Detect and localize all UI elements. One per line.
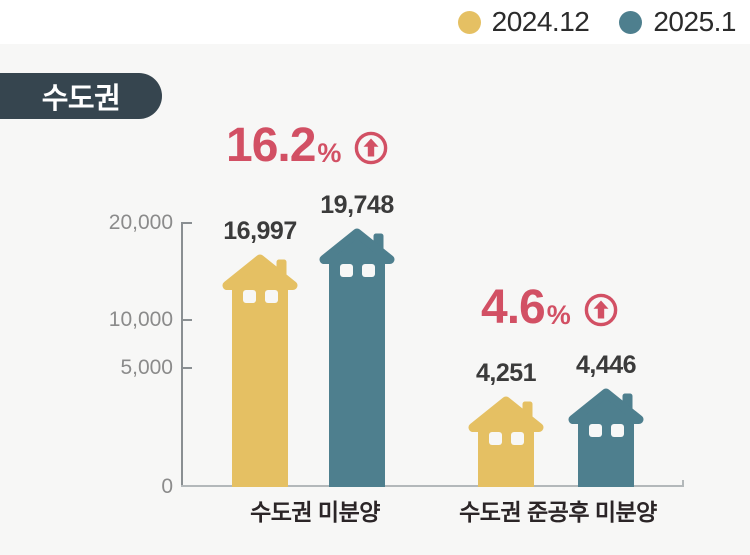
house-window-icon bbox=[588, 424, 602, 437]
y-axis-tick bbox=[183, 367, 192, 369]
house-body bbox=[329, 263, 385, 487]
house-window-icon bbox=[361, 264, 375, 277]
house-window-icon bbox=[510, 432, 524, 445]
y-tick-label-10000: 10,000 bbox=[108, 308, 173, 331]
bar-value-label: 19,748 bbox=[320, 191, 394, 219]
house-roof-icon bbox=[222, 254, 298, 290]
house-body bbox=[578, 423, 634, 487]
y-tick-label-0: 0 bbox=[161, 475, 173, 498]
y-tick-label-5000: 5,000 bbox=[120, 356, 173, 379]
category-label-unsold: 수도권 미분양 bbox=[250, 499, 380, 525]
house-roof-icon bbox=[568, 388, 644, 424]
bar-house-2024-12-unsold-completed: 4,251 bbox=[467, 359, 545, 487]
category-label-unsold-completed: 수도권 준공후 미분양 bbox=[459, 499, 657, 525]
change-value: 4.6 bbox=[481, 281, 546, 334]
bar-house-2024-12-unsold: 16,997 bbox=[221, 217, 299, 487]
bar-house-2025-1-unsold-completed: 4,446 bbox=[567, 351, 645, 487]
header-strip: 2024.12 2025.1 bbox=[0, 0, 750, 44]
change-value: 16.2 bbox=[226, 119, 316, 172]
house-roof-icon bbox=[468, 396, 544, 432]
house-window-icon bbox=[339, 264, 353, 277]
house-window-icon bbox=[488, 432, 502, 445]
change-annotation-group-2: 4.6 % bbox=[481, 284, 619, 332]
house-window-icon bbox=[610, 424, 624, 437]
legend: 2024.12 2025.1 bbox=[457, 0, 736, 44]
y-axis-line bbox=[181, 222, 183, 487]
percent-sign: % bbox=[546, 300, 571, 330]
circled-up-arrow-icon bbox=[584, 293, 618, 327]
bar-value-label: 4,251 bbox=[475, 359, 537, 387]
bar-value-label: 16,997 bbox=[223, 217, 297, 245]
region-badge-label: 수도권 bbox=[41, 83, 121, 115]
change-annotation-group-1: 16.2 % bbox=[226, 122, 389, 170]
x-axis-end-tick bbox=[682, 480, 684, 487]
legend-dot-yellow-icon bbox=[457, 10, 481, 34]
house-window-icon bbox=[242, 290, 256, 303]
legend-dot-teal-icon bbox=[619, 10, 643, 34]
y-axis-tick bbox=[183, 222, 192, 224]
house-roof-icon bbox=[319, 228, 395, 264]
y-axis-tick bbox=[183, 319, 192, 321]
house-body bbox=[478, 431, 534, 487]
legend-label-2025-1: 2025.1 bbox=[653, 6, 736, 37]
bar-house-2025-1-unsold: 19,748 bbox=[318, 191, 396, 487]
house-body bbox=[232, 289, 288, 487]
legend-label-2024-12: 2024.12 bbox=[491, 6, 590, 37]
region-badge: 수도권 bbox=[0, 73, 162, 119]
y-tick-label-20000: 20,000 bbox=[108, 211, 173, 234]
legend-item-2024-12: 2024.12 bbox=[457, 6, 590, 38]
house-window-icon bbox=[264, 290, 278, 303]
legend-item-2025-1: 2025.1 bbox=[619, 6, 736, 38]
x-axis-line bbox=[181, 485, 684, 487]
circled-up-arrow-icon bbox=[355, 131, 388, 165]
bar-value-label: 4,446 bbox=[575, 351, 637, 379]
percent-sign: % bbox=[317, 138, 342, 168]
